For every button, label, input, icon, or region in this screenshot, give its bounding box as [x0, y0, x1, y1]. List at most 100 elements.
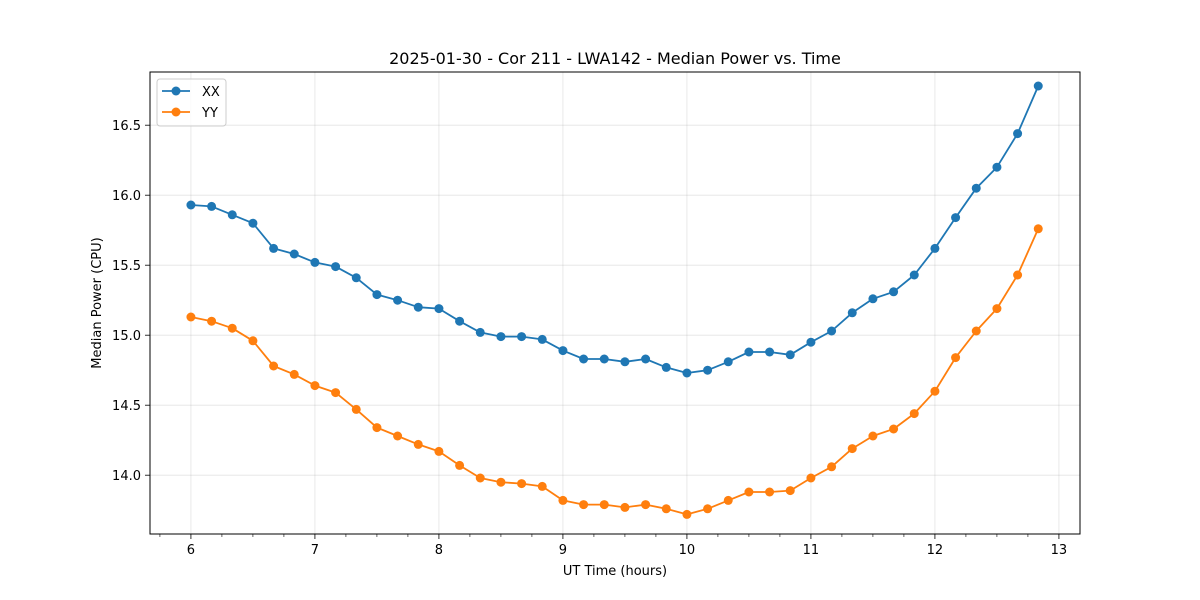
data-point-yy: [889, 424, 899, 434]
data-point-yy: [951, 353, 961, 363]
x-tick-label: 13: [1051, 543, 1068, 558]
data-point-yy: [971, 326, 981, 336]
data-point-xx: [661, 362, 671, 372]
y-tick-label: 16.5: [112, 119, 141, 134]
x-tick-label: 9: [559, 543, 567, 558]
data-point-yy: [455, 460, 465, 470]
data-point-yy: [413, 439, 423, 449]
data-point-xx: [248, 218, 258, 228]
legend: XX YY: [156, 78, 227, 127]
x-tick-label: 7: [311, 543, 319, 558]
y-tick-label: 14.5: [112, 399, 141, 414]
x-axis-label: UT Time (hours): [563, 564, 667, 579]
data-point-yy: [393, 431, 403, 441]
data-point-yy: [868, 431, 878, 441]
data-point-xx: [475, 327, 485, 337]
data-point-xx: [723, 357, 733, 367]
data-point-xx: [992, 162, 1002, 172]
data-point-xx: [971, 183, 981, 193]
data-point-yy: [806, 473, 816, 483]
data-point-xx: [889, 287, 899, 297]
data-point-xx: [186, 200, 196, 210]
data-point-xx: [227, 210, 237, 220]
data-point-xx: [806, 337, 816, 347]
data-point-yy: [248, 336, 258, 346]
data-point-xx: [289, 249, 299, 259]
data-point-xx: [1033, 81, 1043, 91]
data-point-xx: [827, 326, 837, 336]
data-point-yy: [992, 304, 1002, 314]
data-point-xx: [599, 354, 609, 364]
data-point-xx: [331, 262, 341, 272]
data-point-xx: [372, 290, 382, 300]
data-point-yy: [517, 479, 527, 489]
data-point-xx: [930, 243, 940, 253]
data-point-yy: [579, 500, 589, 510]
data-point-yy: [827, 462, 837, 472]
y-tick-label: 16.0: [112, 189, 141, 204]
plot-frame: [149, 71, 1081, 535]
data-point-yy: [785, 486, 795, 496]
data-point-xx: [207, 201, 217, 211]
data-point-yy: [744, 487, 754, 497]
grid-lines: [150, 72, 1080, 534]
y-tick-label: 15.0: [112, 329, 141, 344]
data-point-xx: [703, 365, 713, 375]
chart-title: 2025-01-30 - Cor 211 - LWA142 - Median P…: [389, 49, 841, 68]
data-point-yy: [496, 477, 506, 487]
data-point-yy: [723, 495, 733, 505]
data-point-yy: [331, 388, 341, 398]
legend-label-yy: YY: [201, 106, 218, 121]
data-point-yy: [1033, 224, 1043, 234]
y-axis-label: Median Power (CPU): [90, 237, 105, 368]
y-tick-label: 14.0: [112, 469, 141, 484]
data-point-yy: [641, 500, 651, 510]
data-point-xx: [517, 332, 527, 342]
data-point-xx: [413, 302, 423, 312]
legend-label-xx: XX: [202, 85, 220, 100]
axis-ticks: 6 7 8 9 10 11 12 13 14.0 14.5 15.0 15.5 16.0 16.5: [112, 119, 1067, 558]
data-point-xx: [496, 332, 506, 342]
data-point-xx: [1013, 129, 1023, 139]
x-tick-label: 6: [187, 543, 195, 558]
data-point-xx: [744, 347, 754, 357]
x-tick-label: 8: [435, 543, 443, 558]
x-tick-label: 11: [803, 543, 820, 558]
data-point-yy: [620, 502, 630, 512]
data-point-yy: [372, 423, 382, 433]
data-point-yy: [475, 473, 485, 483]
data-point-xx: [537, 334, 547, 344]
data-point-yy: [269, 361, 279, 371]
data-point-xx: [620, 357, 630, 367]
series-layer: [186, 81, 1043, 519]
data-point-yy: [310, 381, 320, 391]
legend-marker-xx: [171, 86, 181, 96]
data-point-xx: [455, 316, 465, 326]
data-point-xx: [682, 368, 692, 378]
data-point-xx: [641, 354, 651, 364]
data-point-xx: [310, 257, 320, 267]
data-point-xx: [351, 273, 361, 283]
data-point-yy: [703, 504, 713, 514]
data-point-xx: [847, 308, 857, 318]
data-point-yy: [289, 369, 299, 379]
data-point-yy: [227, 323, 237, 333]
legend-marker-yy: [171, 107, 181, 117]
data-point-xx: [765, 347, 775, 357]
data-point-xx: [393, 295, 403, 305]
data-point-yy: [909, 409, 919, 419]
data-point-yy: [661, 504, 671, 514]
data-point-xx: [951, 213, 961, 223]
data-point-yy: [207, 316, 217, 326]
data-point-yy: [186, 312, 196, 322]
data-point-yy: [930, 386, 940, 396]
data-point-yy: [847, 444, 857, 454]
data-point-yy: [558, 495, 568, 505]
x-tick-label: 12: [927, 543, 944, 558]
data-point-yy: [682, 509, 692, 519]
y-tick-label: 15.5: [112, 259, 141, 274]
data-point-xx: [868, 294, 878, 304]
data-point-xx: [579, 354, 589, 364]
data-point-yy: [1013, 270, 1023, 280]
